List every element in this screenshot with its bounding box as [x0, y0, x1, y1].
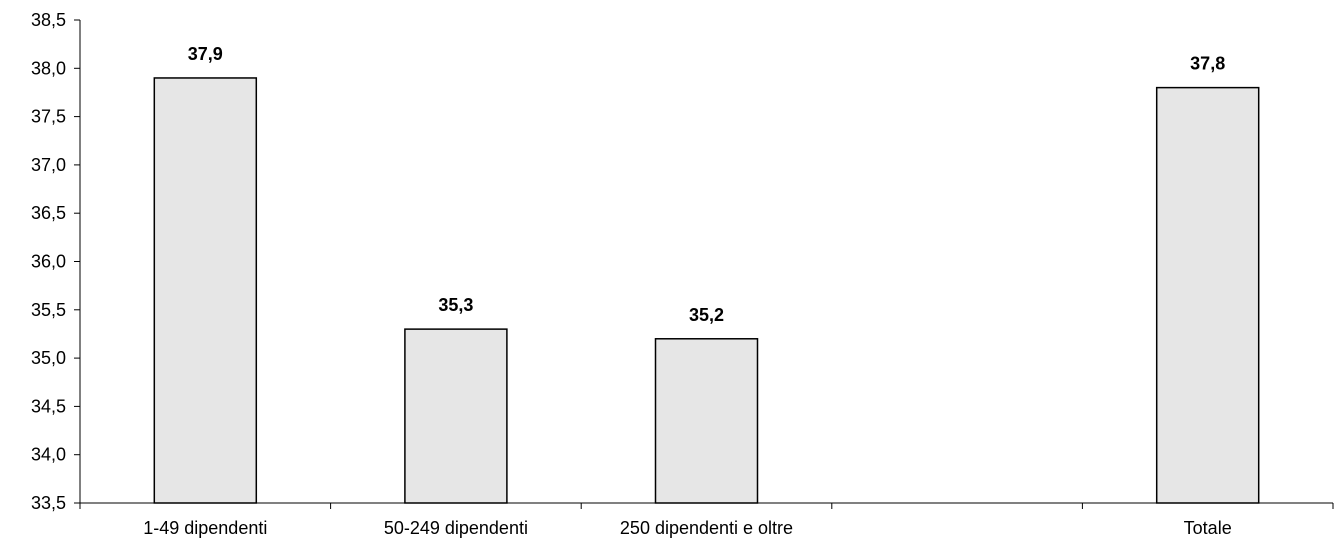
- y-axis: 33,5 34,0 34,5 35,0 35,5 36,0 36,5 37,0 37,5 38,0…: [31, 10, 81, 513]
- x-category-label: Totale: [1184, 518, 1232, 538]
- x-axis: 1-49 dipendenti 50-249 dipendenti 250 dipe…: [79, 502, 1334, 538]
- x-category-label: 1-49 dipendenti: [143, 518, 267, 538]
- y-tick-label: 36,5: [31, 203, 66, 223]
- bar: [654, 338, 759, 504]
- bar: [153, 77, 258, 504]
- y-tick-label: 35,5: [31, 300, 66, 320]
- y-tick-label: 37,5: [31, 107, 66, 127]
- bar-value-label: 35,3: [438, 295, 473, 315]
- y-tick-label: 34,0: [31, 445, 66, 465]
- y-tick-label: 38,5: [31, 10, 66, 30]
- y-tick-label: 36,0: [31, 252, 66, 272]
- y-tick-label: 33,5: [31, 493, 66, 513]
- y-tick-label: 38,0: [31, 58, 66, 78]
- bar-value-label: 37,8: [1190, 54, 1225, 74]
- x-category-label: 50-249 dipendenti: [384, 518, 528, 538]
- bar: [1155, 86, 1260, 504]
- bars: [153, 77, 1260, 504]
- bar-value-label: 35,2: [689, 305, 724, 325]
- y-tick-label: 34,5: [31, 396, 66, 416]
- data-labels: 37,9 35,3 35,2 37,8: [188, 44, 1225, 325]
- y-tick-label: 35,0: [31, 348, 66, 368]
- x-category-label: 250 dipendenti e oltre: [620, 518, 793, 538]
- y-tick-label: 37,0: [31, 155, 66, 175]
- bar-value-label: 37,9: [188, 44, 223, 64]
- bar: [404, 328, 508, 504]
